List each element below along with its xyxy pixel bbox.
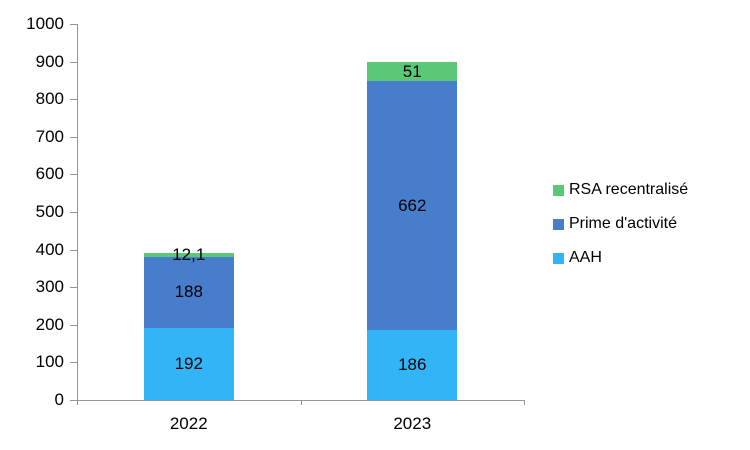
y-axis-tick-label: 0 bbox=[54, 390, 64, 409]
bar-value-label: 192 bbox=[174, 353, 203, 373]
bar-value-label: 186 bbox=[398, 355, 427, 375]
x-axis-tick bbox=[77, 400, 78, 405]
x-axis-category-label: 2023 bbox=[393, 414, 432, 433]
y-axis-tick-label: 600 bbox=[35, 164, 64, 184]
y-axis-tick-label: 300 bbox=[35, 277, 64, 297]
bar-segment-rsa-recentralis--2022 bbox=[143, 252, 234, 258]
x-axis-category-label: 2022 bbox=[169, 414, 208, 433]
bar-segment-prime-d-activit--2022 bbox=[143, 257, 234, 328]
y-axis-tick-label: 800 bbox=[35, 89, 64, 109]
legend-label: AAH bbox=[569, 249, 602, 266]
legend-swatch-icon bbox=[553, 218, 564, 230]
x-axis-tick bbox=[524, 400, 525, 405]
legend-swatch-icon bbox=[553, 184, 564, 196]
bar-value-label: 51 bbox=[402, 61, 422, 81]
y-axis-tick-label: 700 bbox=[35, 126, 64, 146]
y-axis-tick bbox=[70, 324, 77, 326]
y-axis-tick bbox=[70, 362, 77, 364]
y-axis-tick bbox=[70, 174, 77, 176]
bar-segment-rsa-recentralis--2023 bbox=[367, 61, 458, 82]
bar-value-label: 662 bbox=[398, 195, 427, 215]
bar-value-label: 188 bbox=[174, 282, 203, 302]
bar-segment-prime-d-activit--2023 bbox=[367, 81, 458, 331]
y-axis-tick bbox=[70, 400, 77, 401]
y-axis-tick bbox=[70, 287, 77, 289]
y-axis-tick bbox=[70, 61, 77, 63]
legend-item-rsa-recentralis-: RSA recentralisé bbox=[553, 179, 688, 201]
legend-item-aah: AAH bbox=[553, 247, 688, 269]
y-axis-tick bbox=[70, 249, 77, 251]
y-axis-tick bbox=[70, 136, 77, 138]
bar-value-label: 12,1 bbox=[172, 244, 206, 264]
y-axis-tick bbox=[70, 212, 77, 213]
legend-label: RSA recentralisé bbox=[569, 181, 689, 198]
y-axis-tick-label: 1000 bbox=[26, 14, 64, 33]
x-axis-tick bbox=[300, 400, 302, 405]
y-axis-tick-label: 100 bbox=[35, 352, 64, 372]
y-axis-tick bbox=[70, 99, 77, 101]
legend-item-prime-d-activit-: Prime d'activité bbox=[553, 213, 688, 235]
y-axis-tick-label: 900 bbox=[35, 51, 64, 71]
y-axis-line bbox=[77, 24, 78, 405]
legend-label: Prime d'activité bbox=[569, 215, 677, 232]
bar-segment-aah-2022 bbox=[143, 327, 234, 400]
y-axis-tick-label: 500 bbox=[35, 202, 64, 221]
chart-legend: RSA recentralisé Prime d'activité AAH bbox=[553, 179, 688, 269]
y-axis-tick-label: 400 bbox=[35, 239, 64, 259]
y-axis-tick bbox=[70, 24, 77, 25]
legend-swatch-icon bbox=[553, 252, 564, 264]
bar-segment-aah-2023 bbox=[367, 330, 458, 400]
y-axis-tick-label: 200 bbox=[35, 314, 64, 334]
